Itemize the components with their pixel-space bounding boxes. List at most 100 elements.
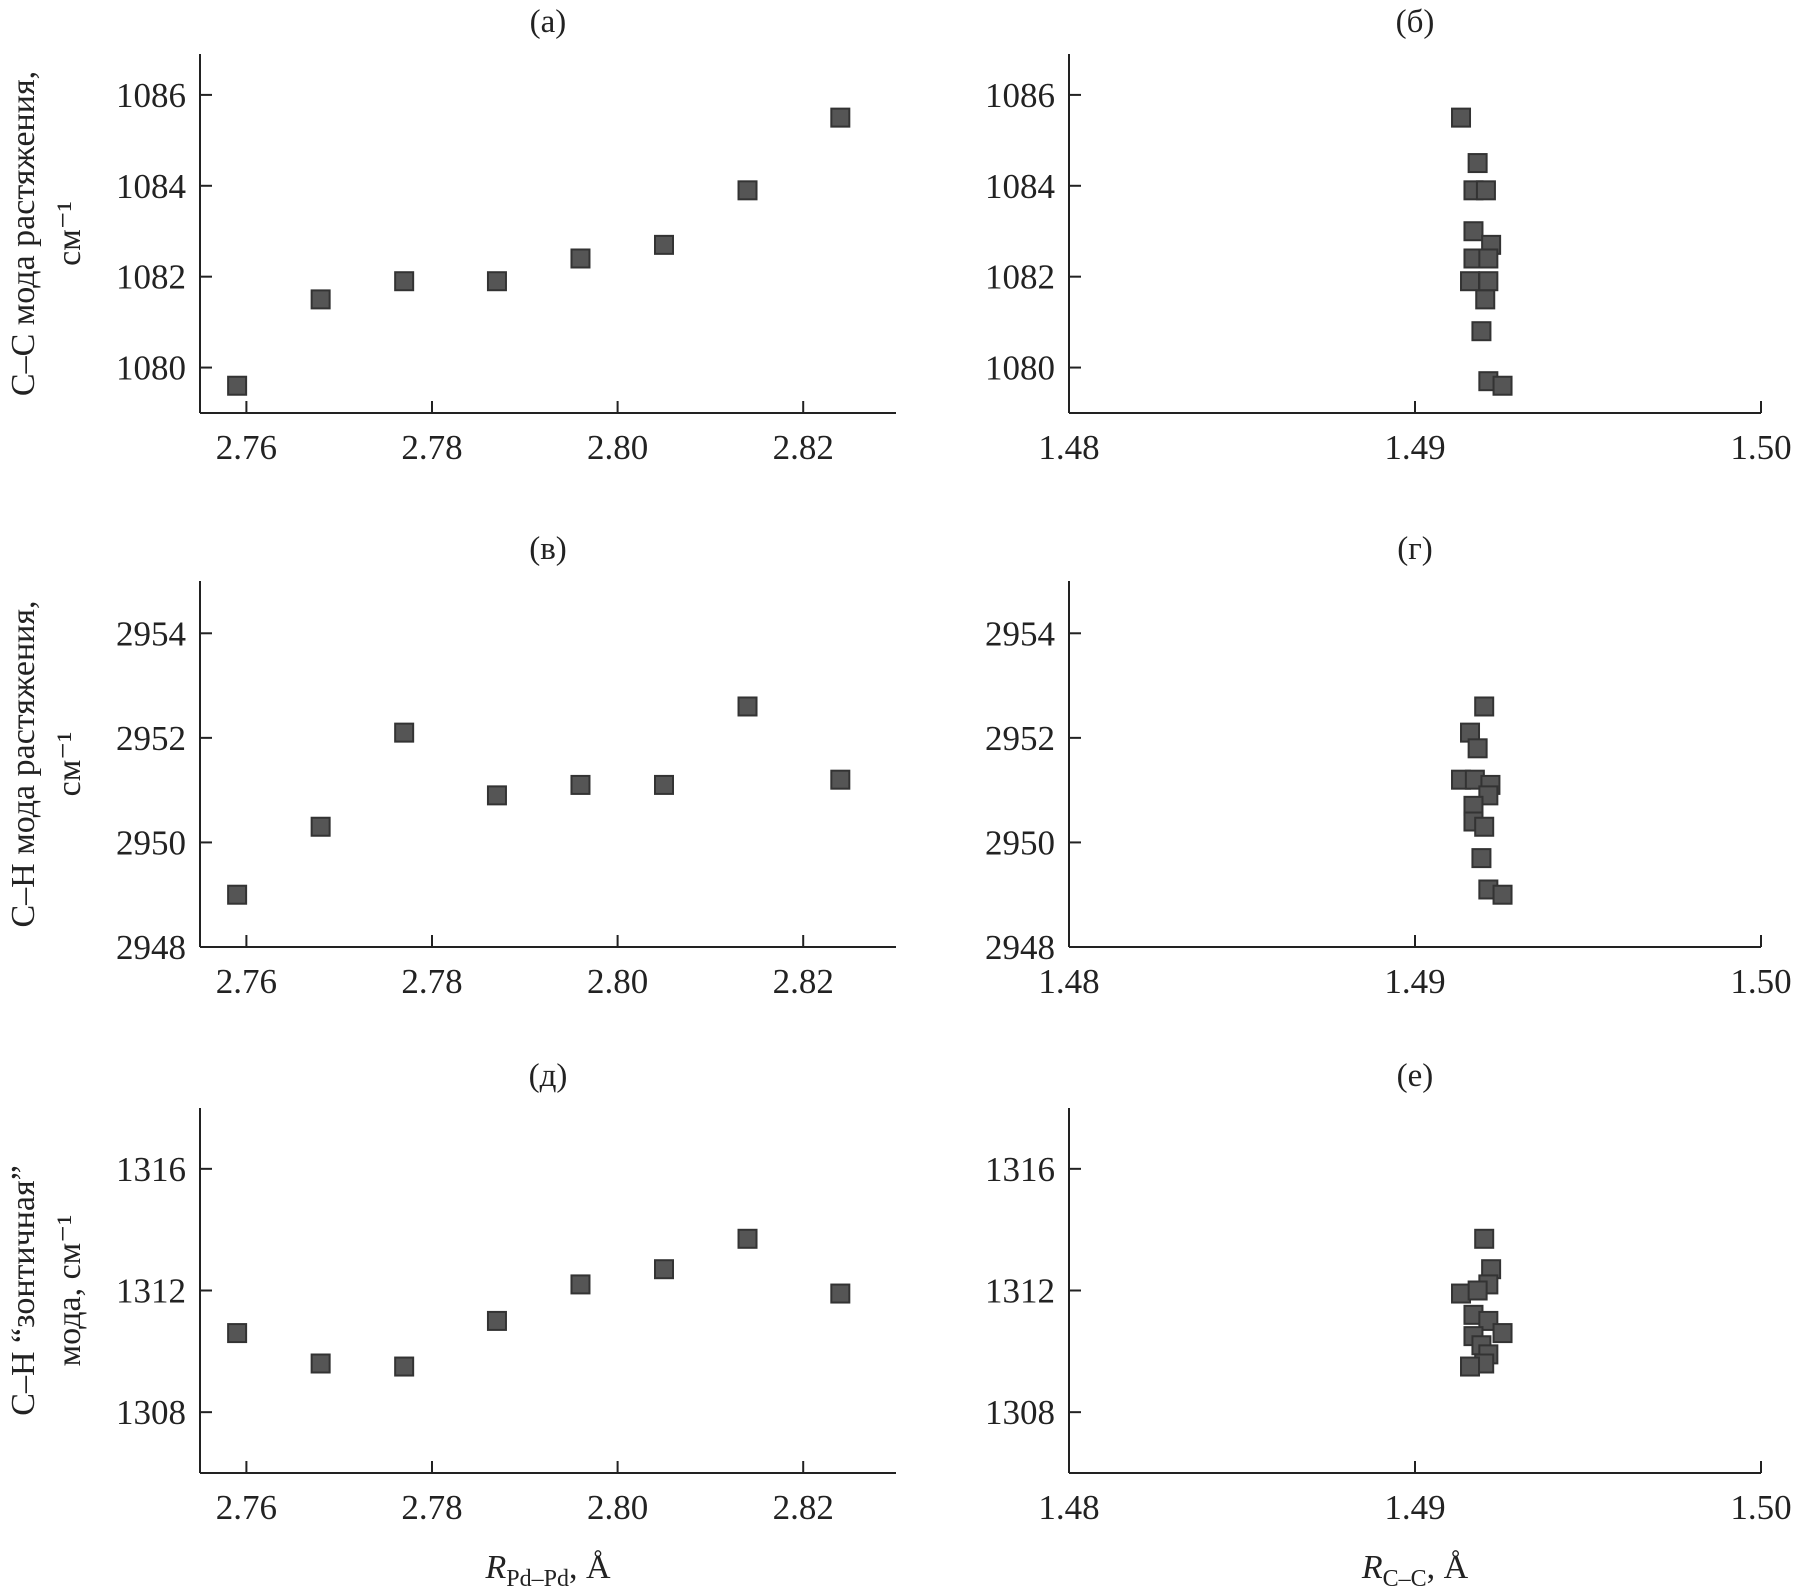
- panel-title: (д): [529, 1058, 568, 1094]
- data-point: [486, 785, 507, 806]
- data-point: [1463, 221, 1484, 242]
- x-axis-label: RPd–Pd, Å: [484, 1549, 610, 1592]
- data-point: [737, 1228, 758, 1249]
- data-point: [737, 180, 758, 201]
- data-point: [1478, 271, 1499, 292]
- data-point: [227, 884, 248, 905]
- x-tick-label: 1.50: [1730, 1488, 1791, 1527]
- x-tick-label: 2.76: [216, 962, 277, 1001]
- subplot-2: (в) 2.76 2.78 2.80 2.82 2948 2950 2952 2954 C–H м…: [5, 531, 896, 1001]
- y-tick-label: 2952: [985, 719, 1055, 758]
- x-tick-label: 1.48: [1038, 428, 1099, 467]
- data-point: [1460, 271, 1481, 292]
- data-point: [1460, 1356, 1481, 1377]
- data-point: [1475, 289, 1496, 310]
- y-tick-label: 2948: [985, 928, 1055, 967]
- data-point: [310, 289, 331, 310]
- data-point: [1451, 107, 1472, 128]
- y-axis-label: C–H мода растяжения,: [5, 600, 42, 927]
- x-tick-label: 2.82: [773, 1488, 834, 1527]
- data-point: [394, 271, 415, 292]
- x-tick-label: 2.82: [773, 428, 834, 467]
- y-tick-label: 1080: [985, 349, 1055, 388]
- data-point: [1474, 816, 1495, 837]
- x-label-unit: , Å: [1427, 1549, 1469, 1586]
- y-tick-label: 1084: [116, 167, 186, 206]
- x-tick-label: 1.48: [1038, 962, 1099, 1001]
- panel-title: (а): [530, 4, 567, 40]
- panel-title: (б): [1396, 4, 1435, 40]
- y-tick-label: 1086: [116, 76, 186, 115]
- x-tick-label: 2.78: [401, 962, 462, 1001]
- x-tick-label: 2.76: [216, 428, 277, 467]
- data-point: [227, 1323, 248, 1344]
- subplot-3: (г) 1.48 1.49 1.50 2948 2950 2952 2954: [985, 531, 1792, 1001]
- y-tick-label: 1082: [985, 258, 1055, 297]
- y-tick-label: 1308: [116, 1393, 186, 1432]
- y-tick-label: 1084: [985, 167, 1055, 206]
- y-axis-label: мода, см⁻¹: [51, 1215, 88, 1367]
- data-point: [486, 1310, 507, 1331]
- subplot-5: (е) 1.48 1.49 1.50 1308 1312 1316 RC–C, Å: [985, 1058, 1792, 1592]
- x-tick-label: 1.48: [1038, 1488, 1099, 1527]
- x-label-subscript: Pd–Pd: [506, 1566, 569, 1592]
- x-label-unit: , Å: [569, 1549, 611, 1586]
- x-tick-label: 1.50: [1730, 428, 1791, 467]
- subplot-1: (б) 1.48 1.49 1.50 1080 1082 1084 1086: [985, 4, 1792, 467]
- x-tick-label: 1.50: [1730, 962, 1791, 1001]
- data-point: [1474, 696, 1495, 717]
- x-tick-label: 2.80: [587, 962, 648, 1001]
- data-point: [1478, 248, 1499, 269]
- y-tick-label: 1082: [116, 258, 186, 297]
- y-tick-label: 1312: [985, 1272, 1055, 1311]
- y-tick-label: 1316: [116, 1150, 186, 1189]
- data-point: [394, 722, 415, 743]
- data-point: [830, 1283, 851, 1304]
- x-tick-label: 2.78: [401, 1488, 462, 1527]
- data-point: [1471, 848, 1492, 869]
- panel-title: (г): [1397, 531, 1433, 567]
- x-label-main: R: [1361, 1549, 1383, 1586]
- data-point: [1492, 375, 1513, 396]
- data-point: [654, 234, 674, 255]
- x-tick-label: 2.80: [587, 428, 648, 467]
- data-point: [1492, 884, 1513, 905]
- x-axis-label: RC–C, Å: [1361, 1549, 1469, 1592]
- y-tick-label: 1312: [116, 1272, 186, 1311]
- x-tick-label: 1.49: [1384, 428, 1445, 467]
- y-tick-label: 1080: [116, 349, 186, 388]
- panel-title: (е): [1397, 1058, 1434, 1094]
- subplot-4: (д) 2.76 2.78 2.80 2.82 1308 1312 1316 C–H “зонт…: [5, 1058, 896, 1592]
- data-point: [310, 816, 331, 837]
- data-point: [1492, 1323, 1513, 1344]
- y-tick-label: 1308: [985, 1393, 1055, 1432]
- data-point: [570, 774, 591, 795]
- y-axis-label: C–C мода растяжения,: [5, 71, 42, 396]
- x-tick-label: 2.82: [773, 962, 834, 1001]
- y-tick-label: 1316: [985, 1150, 1055, 1189]
- data-point: [1478, 785, 1499, 806]
- y-tick-label: 2954: [116, 614, 186, 653]
- data-point: [737, 696, 758, 717]
- x-label-subscript: C–C: [1383, 1566, 1427, 1592]
- y-tick-label: 2954: [985, 614, 1055, 653]
- x-tick-label: 1.49: [1384, 962, 1445, 1001]
- y-tick-label: 1086: [985, 76, 1055, 115]
- data-point: [1471, 321, 1492, 342]
- data-point: [1467, 1280, 1488, 1301]
- data-point: [1475, 180, 1496, 201]
- data-point: [1467, 153, 1488, 174]
- data-point: [830, 107, 851, 128]
- data-point: [310, 1353, 331, 1374]
- data-point: [654, 1259, 674, 1280]
- data-point: [227, 375, 248, 396]
- x-tick-label: 1.49: [1384, 1488, 1445, 1527]
- y-axis-label: C–H “зонтичная”: [5, 1165, 42, 1415]
- y-tick-label: 2950: [985, 823, 1055, 862]
- x-tick-label: 2.78: [401, 428, 462, 467]
- data-point: [570, 248, 591, 269]
- data-point: [486, 271, 507, 292]
- data-point: [570, 1274, 591, 1295]
- x-label-main: R: [484, 1549, 506, 1586]
